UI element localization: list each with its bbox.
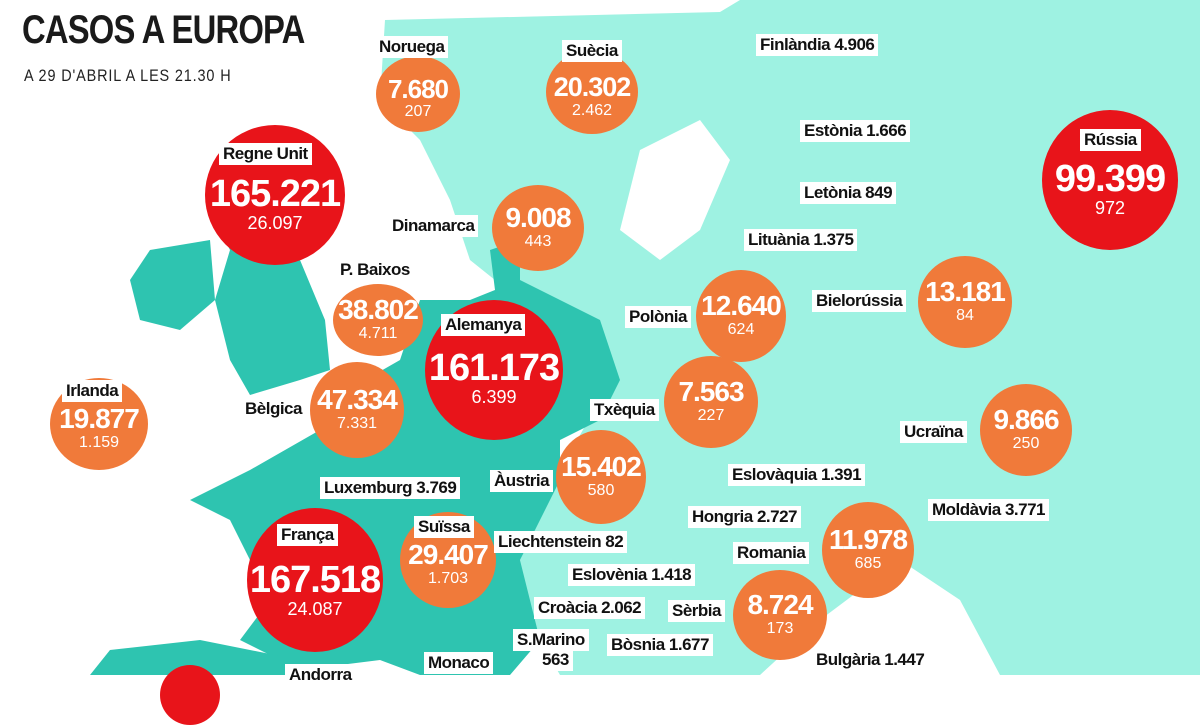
cases-value: 12.640 <box>701 290 782 322</box>
bubble-russia: 99.399 972 <box>1042 110 1178 250</box>
cases-value: 7.680 <box>387 74 449 105</box>
bubble-belarus: 13.181 84 <box>918 256 1012 348</box>
label-san-marino: S.Marino <box>513 629 589 652</box>
cases-value: 29.407 <box>408 539 489 571</box>
cases-value: 8.724 <box>747 589 813 621</box>
label-latvia: Letònia 849 <box>800 182 897 205</box>
label-slovenia: Eslovènia 1.418 <box>568 564 696 587</box>
label-ireland: Irlanda <box>62 380 123 403</box>
bubble-poland: 12.640 624 <box>696 270 786 362</box>
label-slovakia: Eslovàquia 1.391 <box>728 464 866 487</box>
deaths-value: 580 <box>587 482 615 500</box>
deaths-value: 685 <box>854 555 882 573</box>
label-germany: Alemanya <box>441 314 526 337</box>
deaths-value: 443 <box>524 233 552 251</box>
bubble-netherlands: 38.802 4.711 <box>333 284 423 356</box>
land-iberia <box>90 640 320 675</box>
cases-value: 9.866 <box>993 404 1059 436</box>
label-andorra: Andorra <box>285 664 356 687</box>
cases-value: 11.978 <box>828 524 908 556</box>
label-ukraine: Ucraïna <box>900 421 967 444</box>
label-romania: Romania <box>733 542 810 565</box>
deaths-value: 227 <box>697 407 725 425</box>
cases-value: 9.008 <box>505 202 571 234</box>
deaths-value: 6.399 <box>471 387 517 408</box>
scandinavia-gap <box>620 120 730 260</box>
deaths-value: 1.159 <box>78 434 120 452</box>
bubble-norway: 7.680 207 <box>376 56 460 132</box>
label-croatia: Croàcia 2.062 <box>534 597 646 620</box>
label-poland: Polònia <box>625 306 691 329</box>
deaths-value: 84 <box>956 307 974 325</box>
label-lithuania: Lituània 1.375 <box>744 229 858 252</box>
label-luxembourg: Luxemburg 3.769 <box>320 477 461 500</box>
label-france: França <box>277 524 338 547</box>
deaths-value: 250 <box>1012 435 1040 453</box>
cases-value: 38.802 <box>338 294 419 326</box>
cases-value: 20.302 <box>553 71 632 102</box>
label-czechia: Txèquia <box>590 399 659 422</box>
label-uk: Regne Unit <box>219 143 312 166</box>
bubble-romania: 11.978 685 <box>822 502 914 598</box>
deaths-value: 4.711 <box>358 325 398 343</box>
label-estonia: Estònia 1.666 <box>800 120 911 143</box>
label-russia: Rússia <box>1080 129 1141 152</box>
cases-value: 7.563 <box>678 376 744 408</box>
label-netherlands: P. Baixos <box>336 259 414 282</box>
label-monaco: Monaco <box>424 652 494 675</box>
bubble-ukraine: 9.866 250 <box>980 384 1072 476</box>
label-denmark: Dinamarca <box>388 215 479 238</box>
land-ireland <box>130 240 215 330</box>
cases-value: 165.221 <box>209 173 341 216</box>
bubble-denmark: 9.008 443 <box>492 185 584 271</box>
label-serbia: Sèrbia <box>668 600 725 623</box>
label-finland: Finlàndia 4.906 <box>756 34 879 57</box>
cases-value: 13.181 <box>925 276 1006 308</box>
bubble-spain-partial <box>160 665 220 725</box>
deaths-value: 207 <box>404 103 432 121</box>
cases-value: 99.399 <box>1054 158 1166 201</box>
label-belarus: Bielorússia <box>812 290 907 313</box>
label-hungary: Hongria 2.727 <box>688 506 801 529</box>
bubble-czechia: 7.563 227 <box>664 356 758 448</box>
label-belgium: Bèlgica <box>241 398 306 421</box>
label-liechtenstein: Liechtenstein 82 <box>494 531 628 554</box>
deaths-value: 972 <box>1094 198 1126 219</box>
deaths-value: 7.331 <box>336 415 378 433</box>
page-subtitle: A 29 D'ABRIL A LES 21.30 H <box>24 66 232 85</box>
deaths-value: 1.703 <box>427 570 469 588</box>
cases-value: 161.173 <box>428 347 560 390</box>
bubble-belgium: 47.334 7.331 <box>310 362 404 458</box>
deaths-value: 624 <box>727 321 755 339</box>
bubble-austria: 15.402 580 <box>556 430 646 524</box>
deaths-value: 26.097 <box>247 213 303 234</box>
label-austria: Àustria <box>490 470 554 493</box>
bubble-serbia: 8.724 173 <box>733 570 827 660</box>
label-moldova: Moldàvia 3.771 <box>928 499 1050 522</box>
bubble-switzerland: 29.407 1.703 <box>400 512 496 608</box>
cases-value: 167.518 <box>249 559 381 602</box>
deaths-value: 24.087 <box>287 599 343 620</box>
label-norway: Noruega <box>375 36 449 59</box>
label-bulgaria: Bulgària 1.447 <box>812 649 929 672</box>
cases-value: 19.877 <box>59 403 140 435</box>
deaths-value: 173 <box>766 620 794 638</box>
page-title: CASOS A EUROPA <box>22 8 305 52</box>
deaths-value: 2.462 <box>571 101 613 119</box>
cases-value: 15.402 <box>561 451 642 483</box>
label-san-marino-value: 563 <box>538 650 573 672</box>
bubble-sweden: 20.302 2.462 <box>546 50 638 134</box>
label-switzerland: Suïssa <box>414 516 474 539</box>
label-bosnia: Bòsnia 1.677 <box>607 634 713 657</box>
cases-value: 47.334 <box>317 384 398 416</box>
label-sweden: Suècia <box>562 40 622 63</box>
